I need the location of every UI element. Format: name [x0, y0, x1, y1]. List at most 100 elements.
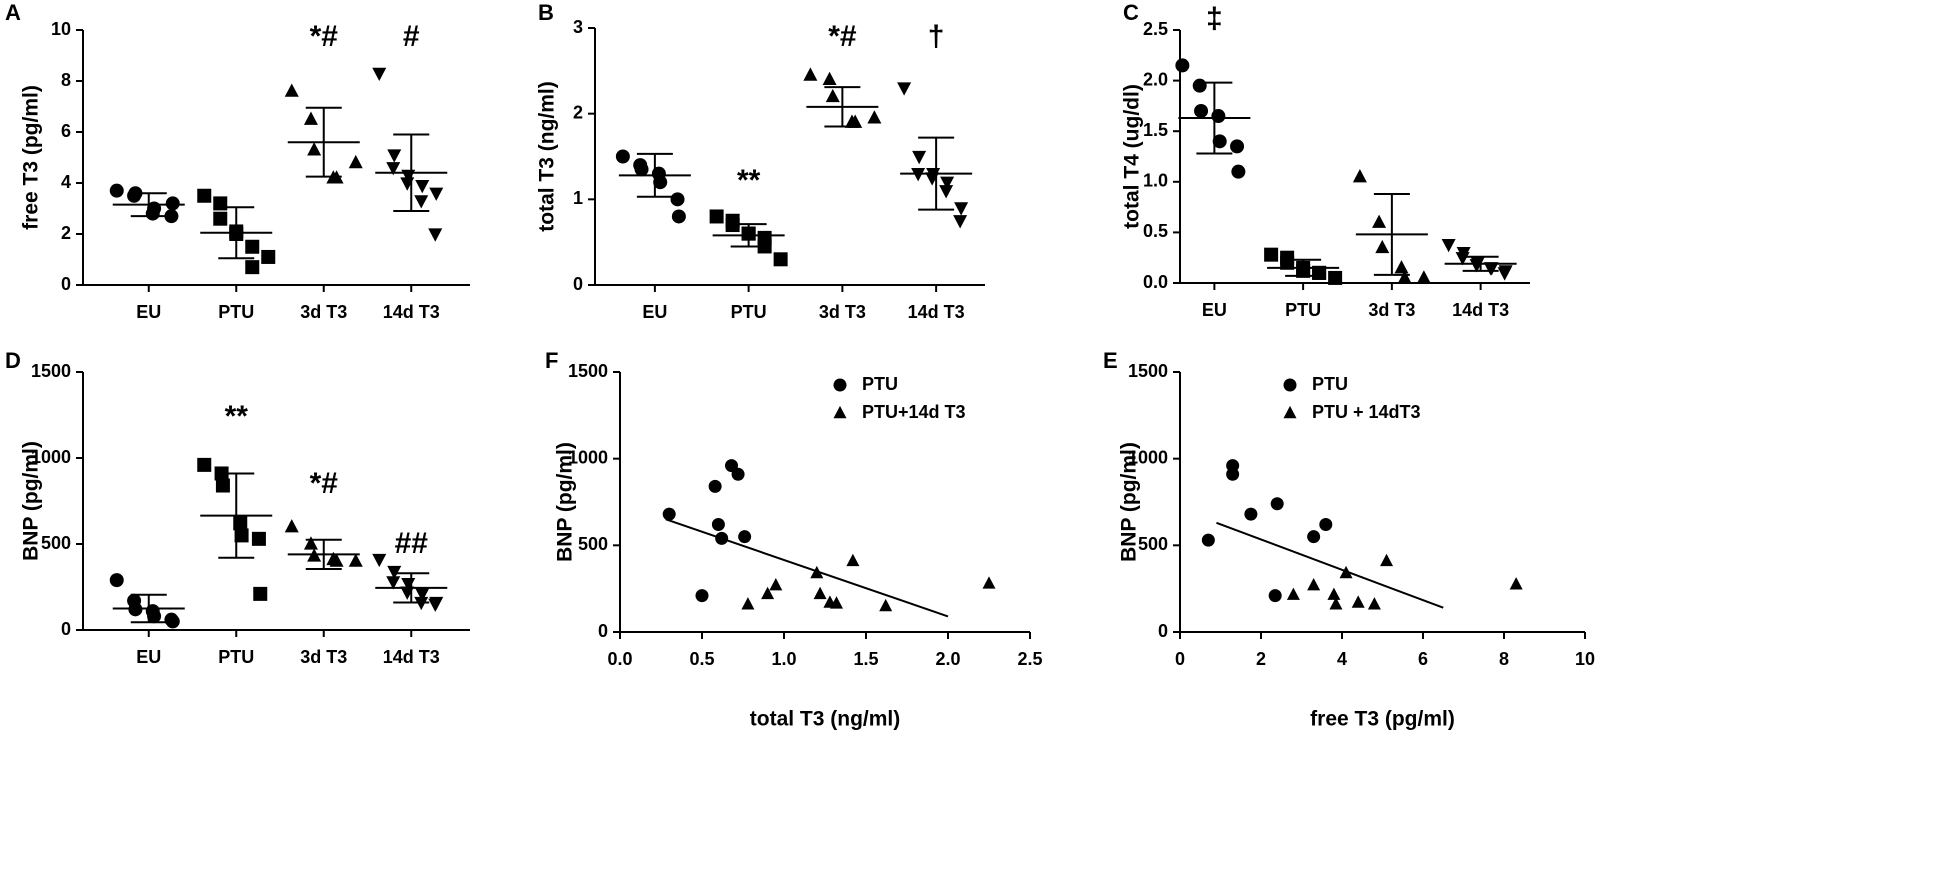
point — [709, 209, 724, 224]
y-tick-label: 0.0 — [1143, 272, 1168, 292]
point — [711, 518, 725, 532]
point — [329, 553, 344, 567]
point — [671, 209, 686, 224]
point — [1201, 533, 1215, 547]
point — [738, 530, 752, 544]
point — [414, 195, 429, 209]
point — [813, 586, 827, 600]
point — [245, 260, 260, 275]
annotation: ## — [395, 527, 429, 560]
point — [215, 478, 230, 493]
point — [284, 519, 299, 533]
point — [1212, 134, 1227, 149]
point — [1226, 467, 1240, 481]
y-axis-label: total T3 (ng/ml) — [536, 81, 559, 232]
point — [708, 479, 722, 493]
x-tick-label: 14d T3 — [908, 302, 965, 322]
annotation: *# — [310, 20, 339, 53]
point — [303, 111, 318, 125]
point — [803, 67, 818, 81]
x-tick-label: EU — [136, 302, 161, 322]
y-tick-label: 1.0 — [1143, 171, 1168, 191]
point — [653, 175, 668, 190]
point — [1286, 587, 1300, 600]
point — [348, 553, 363, 567]
annotation: *# — [310, 467, 339, 500]
point — [1509, 577, 1523, 590]
point — [1455, 252, 1470, 266]
x-tick-label: 0.5 — [689, 649, 714, 669]
point — [109, 183, 124, 198]
point — [761, 586, 775, 600]
point — [165, 196, 180, 211]
y-tick-label: 4 — [61, 172, 71, 192]
point — [253, 586, 268, 601]
point — [165, 614, 180, 629]
x-tick-label: PTU — [218, 647, 254, 667]
y-tick-label: 1000 — [31, 447, 71, 467]
panel-letter: D — [5, 348, 21, 373]
point — [773, 252, 788, 267]
point — [731, 467, 745, 481]
x-tick-label: 2.0 — [935, 649, 960, 669]
point — [662, 507, 676, 521]
point — [1307, 530, 1321, 544]
y-tick-label: 2.5 — [1143, 19, 1168, 39]
y-tick-label: 1 — [573, 188, 583, 208]
y-tick-label: 500 — [1138, 534, 1168, 554]
point — [303, 536, 318, 550]
x-tick-label: PTU — [1285, 300, 1321, 320]
x-tick-label: 6 — [1418, 649, 1428, 669]
annotation: *# — [828, 20, 857, 53]
point — [769, 578, 783, 591]
point — [1307, 578, 1321, 591]
point — [1483, 262, 1498, 276]
point — [428, 228, 443, 242]
legend-label: PTU + 14dT3 — [1312, 402, 1421, 422]
point — [1264, 247, 1279, 262]
y-tick-label: 0 — [61, 274, 71, 294]
point — [867, 110, 882, 124]
legend-marker — [1283, 405, 1297, 419]
point — [415, 179, 430, 194]
point — [1192, 78, 1207, 93]
x-tick-label: 3d T3 — [1368, 300, 1415, 320]
trend-line — [1216, 521, 1444, 609]
point — [1194, 103, 1209, 118]
point — [1319, 518, 1333, 532]
annotation: † — [928, 20, 945, 53]
point — [1268, 589, 1282, 603]
x-axis-label: total T3 (ng/ml) — [750, 708, 901, 731]
point — [825, 88, 840, 103]
legend-marker — [833, 405, 847, 419]
annotation: ‡ — [1206, 2, 1223, 35]
x-tick-label: 0 — [1175, 649, 1185, 669]
point — [429, 187, 444, 201]
y-tick-label: 0 — [573, 274, 583, 294]
x-axis-label: free T3 (pg/ml) — [1310, 708, 1455, 731]
point — [1397, 270, 1412, 284]
point — [261, 249, 276, 264]
y-tick-label: 10 — [51, 19, 71, 39]
point — [741, 597, 755, 610]
annotation: ** — [737, 164, 761, 197]
point — [1327, 587, 1341, 600]
y-tick-label: 8 — [61, 70, 71, 90]
y-tick-label: 2.0 — [1143, 69, 1168, 89]
x-tick-label: 3d T3 — [819, 302, 866, 322]
x-tick-label: 1.0 — [771, 649, 796, 669]
y-tick-label: 0 — [598, 621, 608, 641]
y-tick-label: 1500 — [31, 361, 71, 381]
point — [1230, 139, 1245, 154]
x-tick-label: 4 — [1337, 649, 1347, 669]
point — [245, 239, 260, 254]
point — [1380, 553, 1394, 567]
point — [829, 596, 843, 609]
y-tick-label: 0 — [61, 619, 71, 639]
annotation: # — [403, 20, 420, 53]
point — [939, 185, 954, 199]
point — [164, 209, 179, 224]
y-tick-label: 6 — [61, 121, 71, 141]
point — [1375, 239, 1390, 254]
y-axis-label: BNP (pg/ml) — [20, 441, 43, 561]
